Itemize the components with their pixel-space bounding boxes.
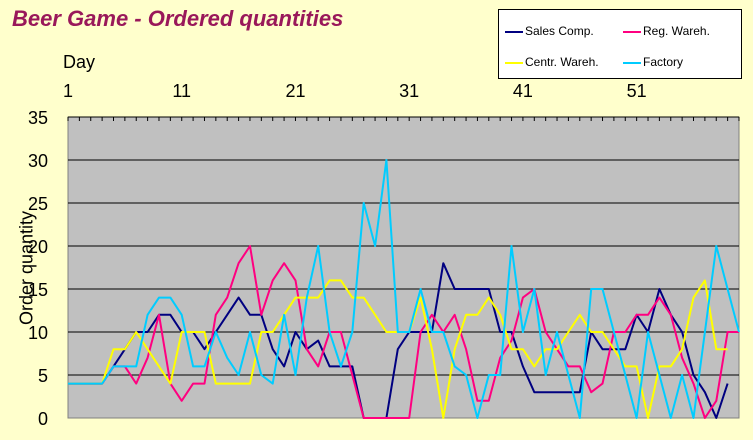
series-line-factory (68, 159, 740, 419)
legend-label-factory: Factory (643, 55, 684, 69)
x-tick-label: 51 (627, 81, 647, 101)
y-tick-label: 35 (28, 108, 48, 128)
legend-swatch-centr-wareh (505, 61, 523, 64)
y-tick-label: 20 (28, 237, 48, 257)
legend-swatch-reg-wareh (623, 30, 641, 33)
y-tick-label: 15 (28, 280, 48, 300)
x-tick-label: 11 (172, 81, 191, 101)
legend-entry-sales-comp: Sales Comp. (505, 24, 594, 38)
series-line-reg-wareh (68, 245, 739, 419)
y-tick-label: 0 (38, 409, 48, 429)
legend-entry-centr-wareh: Centr. Wareh. (505, 55, 599, 69)
x-tick-label: 1 (63, 81, 73, 101)
x-axis-label: Day (63, 52, 96, 72)
legend: Sales Comp. Reg. Wareh. Centr. Wareh. Fa… (498, 9, 742, 79)
y-tick-label: 5 (38, 366, 48, 386)
legend-swatch-factory (623, 61, 641, 64)
y-tick-label: 30 (28, 151, 48, 171)
legend-label-reg-wareh: Reg. Wareh. (643, 24, 710, 38)
legend-entry-reg-wareh: Reg. Wareh. (623, 24, 710, 38)
legend-entry-factory: Factory (623, 55, 683, 69)
y-tick-label: 10 (28, 323, 48, 343)
x-tick-label: 21 (285, 81, 305, 101)
y-tick-label: 25 (28, 194, 48, 214)
chart-title: Beer Game - Ordered quantities (12, 6, 344, 31)
legend-label-sales-comp: Sales Comp. (525, 24, 594, 38)
legend-label-centr-wareh: Centr. Wareh. (525, 55, 599, 69)
x-tick-label: 41 (513, 81, 533, 101)
x-tick-label: 31 (399, 81, 419, 101)
plot-area (67, 116, 740, 419)
legend-swatch-sales-comp (505, 30, 523, 33)
